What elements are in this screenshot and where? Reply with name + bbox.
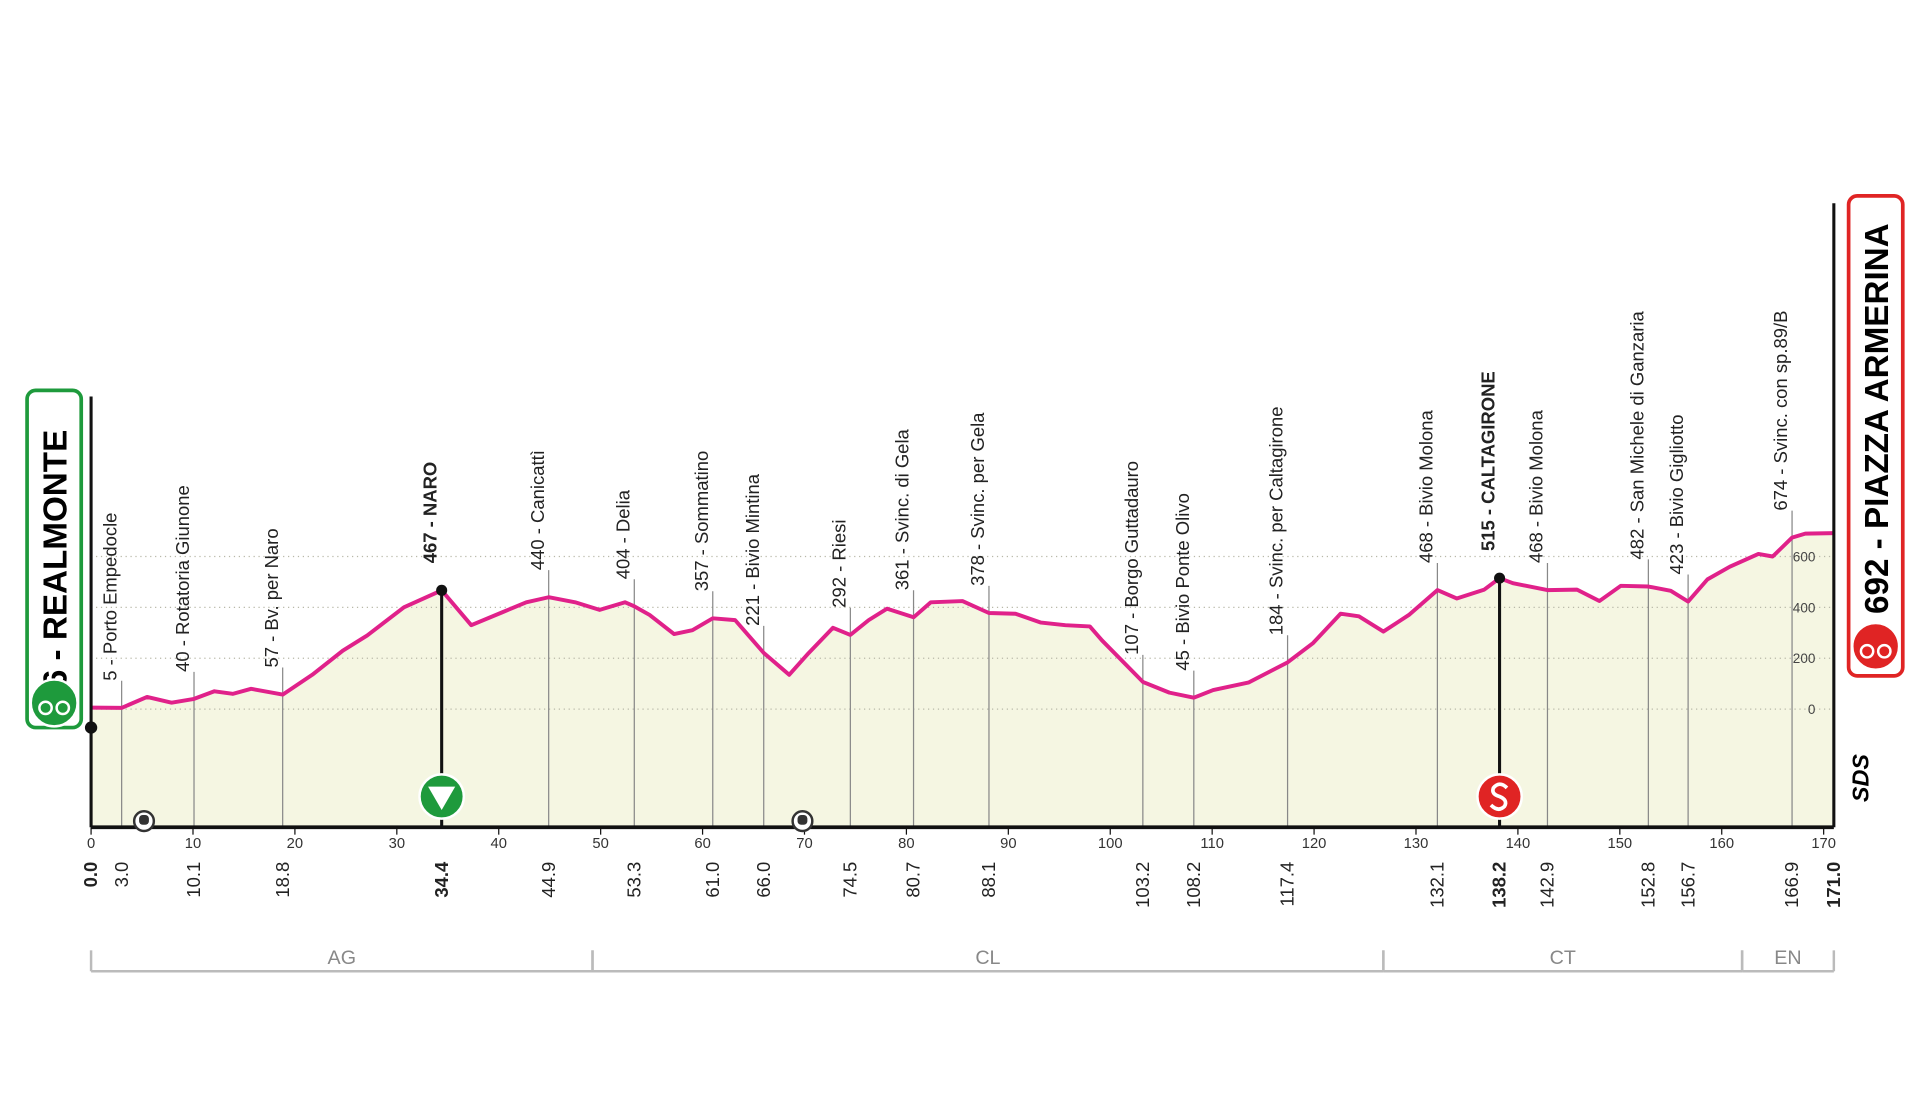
km-label: 138.2 [1489,862,1510,908]
waypoint-name: 292 - Riesi [828,520,849,608]
x-tick-label: 150 [1608,836,1633,852]
waypoint-name: 40 - Rotatoria Giunone [172,485,193,672]
waypoint-dot [1494,572,1506,584]
km-label: 103.2 [1132,862,1153,908]
credit: SDS [1847,754,1873,802]
tunnel-icon [797,814,808,825]
x-tick-label: 90 [1000,836,1016,852]
elevation-line [91,531,1834,710]
start-icon-wheel [55,700,71,716]
x-tick-label: 170 [1811,836,1836,852]
x-tick-label: 0 [87,836,95,852]
km-label: 44.9 [538,862,559,898]
km-label: 152.8 [1638,862,1659,908]
waypoint-name: 467 - NARO [420,462,441,564]
waypoint-name: 674 - Svinc. con sp.89/B [1770,311,1791,511]
waypoint-name: 378 - Svinc. per Gela [967,412,988,586]
waypoint-name: 482 - San Michele di Ganzaria [1626,310,1647,559]
x-tick-label: 70 [796,836,812,852]
finish-icon-wheel [1859,643,1875,659]
km-label: 132.1 [1427,862,1448,908]
waypoint-name: 515 - CALTAGIRONE [1478,371,1499,551]
waypoint-dot [436,584,448,596]
km-label: 142.9 [1537,862,1558,908]
x-tick-label: 20 [287,836,303,852]
sprint-icon-s [1489,782,1509,811]
waypoint-name: 423 - Bivio Gigliotto [1666,414,1687,574]
km-label: 53.3 [623,862,644,898]
km-label: 80.7 [903,862,924,898]
km-label: 156.7 [1677,862,1698,908]
x-tick-label: 110 [1200,836,1224,852]
finish-box [1846,194,1905,678]
km-label: 74.5 [840,862,861,898]
x-tick-label: 130 [1404,836,1429,852]
km-label: 171.0 [1823,862,1844,908]
kom-icon-triangle [428,786,456,811]
waypoint-name: 221 - Bivio Mintina [742,473,763,626]
km-label: 18.8 [272,862,293,898]
km-label: 34.4 [431,861,452,898]
km-label: 66.0 [753,862,774,898]
start-dot [84,721,98,734]
waypoint-name: 5 - Porto Empedocle [100,513,121,681]
region-label: CT [1550,947,1576,969]
y-tick-label: 0 [1808,702,1816,717]
x-tick-label: 140 [1506,836,1531,852]
start-icon [29,678,79,728]
x-tick-label: 120 [1302,836,1327,852]
x-tick-label: 30 [389,836,405,852]
finish-name: 692 - PIAZZA ARMERINA [1859,223,1896,614]
y-tick-label: 400 [1793,600,1816,615]
waypoint-name: 57 - Bv. per Naro [261,528,282,667]
km-label: 108.2 [1183,862,1204,908]
y-tick-label: 600 [1793,549,1816,564]
waypoint-name: 468 - Bivio Molona [1415,409,1436,563]
x-tick-label: 80 [898,836,914,852]
waypoint-name: 357 - Sommatino [691,451,712,592]
waypoint-name: 361 - Svinc. di Gela [892,428,913,590]
km-label: 3.0 [111,862,132,888]
waypoint-name: 404 - Delia [612,489,633,579]
waypoint-name: 184 - Svinc. per Caltagirone [1266,406,1287,635]
x-tick-label: 100 [1098,836,1123,852]
start-icon-wheel [38,700,53,716]
finish-icon [1851,621,1901,671]
region-label: CL [975,947,1000,969]
waypoint-name: 440 - Canicattì [527,450,548,570]
waypoint-name: 468 - Bivio Molona [1526,409,1547,563]
region-label: AG [328,947,356,969]
x-tick-label: 160 [1709,836,1734,852]
km-label: 88.1 [978,862,999,898]
y-tick-label: 200 [1793,651,1816,666]
start-name: 6 - REALMONTE [37,430,74,688]
km-label: 117.4 [1277,862,1298,907]
km-label: 0.0 [80,862,101,888]
region-label: EN [1774,947,1801,969]
x-tick-label: 10 [185,836,201,852]
x-tick-label: 40 [491,836,507,852]
waypoint-name: 107 - Borgo Guttadauro [1121,461,1142,655]
tunnel-icon [139,814,149,825]
km-label: 166.9 [1781,862,1802,908]
waypoint-name: 45 - Bivio Ponte Olivo [1172,493,1193,670]
finish-icon-wheel [1876,643,1892,659]
x-tick-label: 50 [592,836,608,852]
km-label: 10.1 [183,862,204,898]
x-tick-label: 60 [694,836,710,852]
elevation-area [91,533,1834,828]
km-label: 61.0 [702,862,723,898]
